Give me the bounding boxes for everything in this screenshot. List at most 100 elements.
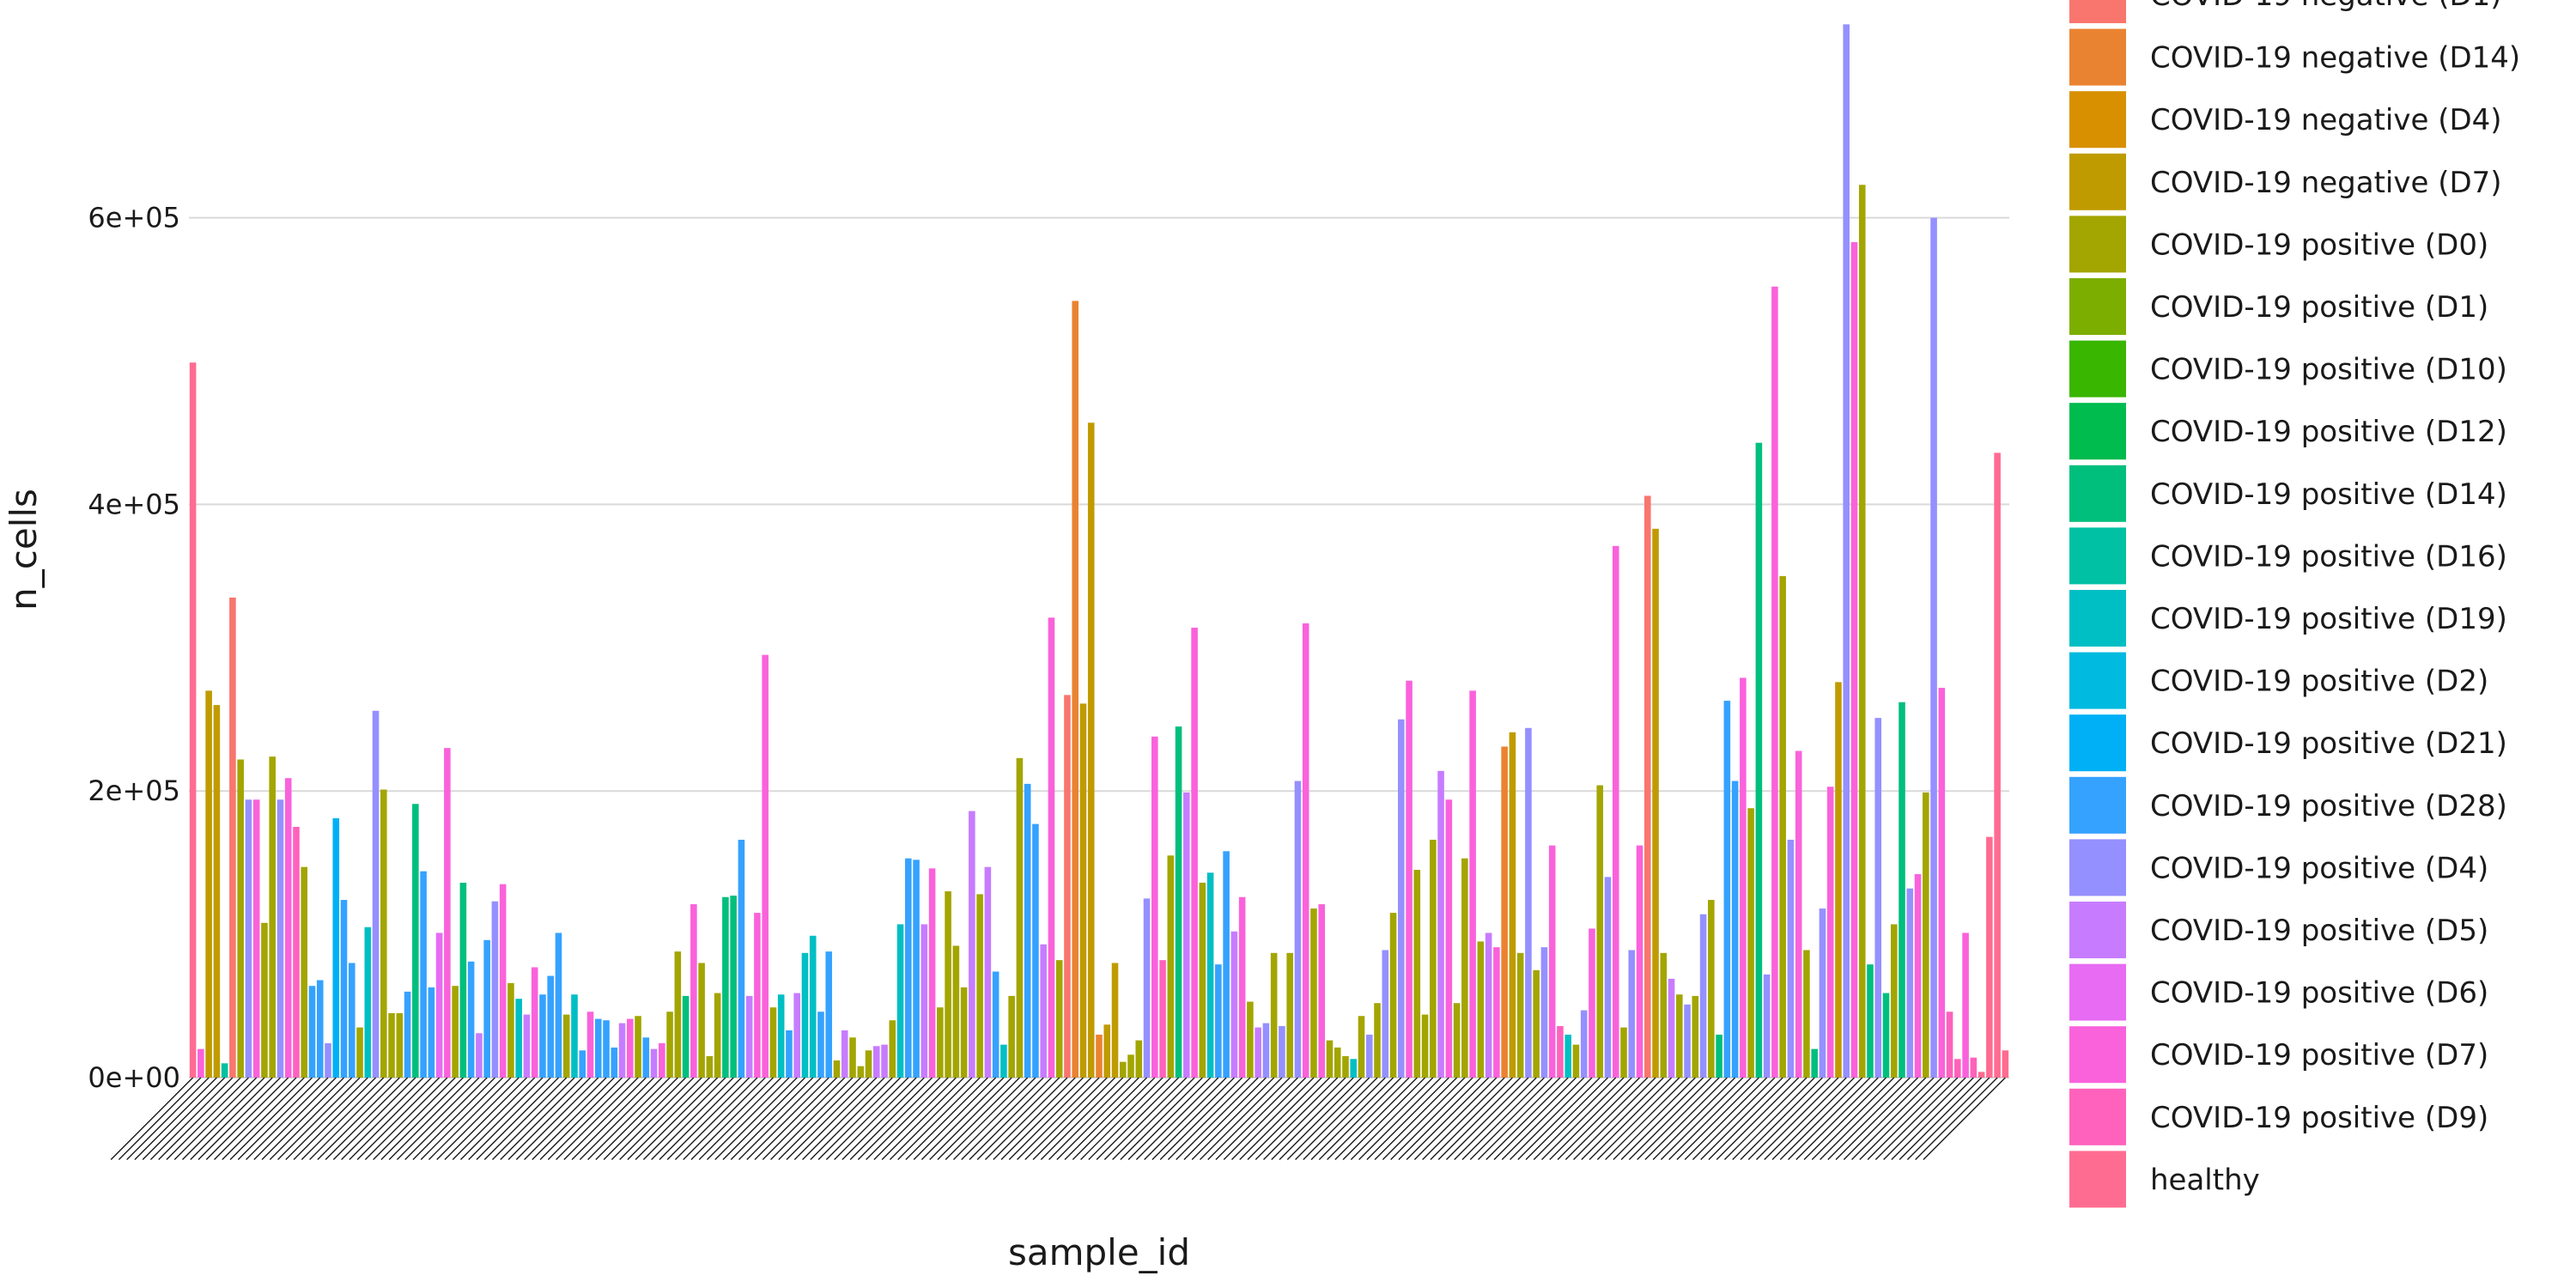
- x-tick-mark: [1096, 1077, 1180, 1160]
- bar: [1087, 422, 1095, 1078]
- bar: [1636, 845, 1643, 1078]
- x-tick-mark: [1788, 1077, 1871, 1160]
- bar: [515, 999, 522, 1078]
- legend-item: COVID-19 positive (D0): [2069, 216, 2488, 273]
- legend-swatch: [2069, 340, 2126, 398]
- x-tick-mark: [1327, 1077, 1410, 1160]
- bar: [1899, 702, 1905, 1078]
- x-tick-mark: [1637, 1077, 1720, 1160]
- x-tick-mark: [1072, 1077, 1156, 1160]
- x-tick-mark: [134, 1077, 217, 1160]
- x-tick-mark: [1771, 1077, 1855, 1160]
- x-tick-mark: [285, 1077, 368, 1160]
- y-tick-labels: 0e+00 2e+05 4e+05 6e+05: [88, 202, 180, 1094]
- bar: [1493, 947, 1500, 1078]
- bar: [841, 1030, 848, 1078]
- bar: [896, 924, 904, 1078]
- x-tick-mark: [1525, 1077, 1608, 1160]
- legend-swatch: [2069, 216, 2126, 273]
- x-tick-mark: [642, 1077, 726, 1160]
- x-tick-mark: [515, 1077, 599, 1160]
- bar: [1596, 785, 1604, 1078]
- bar: [1954, 1059, 1961, 1078]
- legend-label: COVID-19 negative (D7): [2150, 166, 2502, 200]
- x-tick-mark: [1223, 1077, 1307, 1160]
- x-tick-mark: [1032, 1077, 1116, 1160]
- legend: COVID-19 negative (D1) COVID-19 negative …: [2069, 0, 2520, 1208]
- legend-label: COVID-19 negative (D4): [2150, 103, 2502, 137]
- x-tick-mark: [905, 1077, 988, 1160]
- bar: [762, 654, 769, 1078]
- x-tick-mark: [197, 1077, 281, 1160]
- x-tick-mark: [1811, 1077, 1895, 1160]
- x-tick-mark: [190, 1077, 273, 1160]
- bar: [1557, 1025, 1564, 1078]
- bar: [1604, 877, 1612, 1078]
- legend-item: COVID-19 negative (D14): [2069, 28, 2520, 86]
- legend-item: COVID-19 negative (D7): [2069, 153, 2502, 210]
- x-tick-mark: [722, 1077, 805, 1160]
- bar: [325, 1042, 331, 1078]
- bar: [1763, 974, 1771, 1078]
- x-tick-mark: [1461, 1077, 1545, 1160]
- bar: [1994, 453, 2001, 1078]
- legend-item: COVID-19 positive (D6): [2069, 963, 2488, 1021]
- x-tick-mark: [404, 1077, 488, 1160]
- legend-swatch: [2069, 839, 2126, 896]
- bar: [642, 1037, 650, 1078]
- x-tick-mark: [1469, 1077, 1553, 1160]
- legend-label: COVID-19 positive (D16): [2150, 539, 2507, 574]
- x-tick-mark: [1700, 1077, 1783, 1160]
- x-tick-mark: [1589, 1077, 1673, 1160]
- x-tick-mark: [1247, 1077, 1330, 1160]
- bar: [1413, 870, 1421, 1078]
- x-tick-mark: [619, 1077, 702, 1160]
- x-tick-mark: [436, 1077, 519, 1160]
- x-tick-mark: [142, 1077, 226, 1160]
- x-tick-mark: [1620, 1077, 1704, 1160]
- x-tick-mark: [126, 1077, 210, 1160]
- x-tick-mark: [1064, 1077, 1148, 1160]
- x-tick-mark: [396, 1077, 480, 1160]
- x-tick-mark: [1740, 1077, 1823, 1160]
- bar: [769, 1007, 777, 1078]
- y-axis-title: n_cells: [3, 489, 45, 611]
- bar: [1923, 792, 1929, 1078]
- legend-swatch: [2069, 0, 2126, 23]
- x-tick-mark: [468, 1077, 551, 1160]
- x-tick-mark: [1342, 1077, 1426, 1160]
- bar: [261, 922, 268, 1078]
- bar: [1914, 874, 1922, 1078]
- legend-item: COVID-19 negative (D1): [2069, 0, 2502, 23]
- x-tick-mark: [1605, 1077, 1688, 1160]
- x-tick-mark: [793, 1077, 878, 1160]
- x-tick-mark: [1454, 1077, 1537, 1160]
- bar: [1318, 904, 1326, 1078]
- x-tick-mark: [269, 1077, 353, 1160]
- x-tick-mark: [110, 1077, 194, 1160]
- x-tick-mark: [802, 1077, 885, 1160]
- x-tick-mark: [388, 1077, 472, 1160]
- x-tick-mark: [635, 1077, 719, 1160]
- bar: [1620, 1027, 1627, 1078]
- bar: [1461, 858, 1468, 1078]
- x-tick-mark: [1334, 1077, 1418, 1160]
- x-tick-mark: [1112, 1077, 1195, 1160]
- x-tick-mark: [1477, 1077, 1561, 1160]
- bar: [1230, 931, 1238, 1078]
- legend-item: COVID-19 positive (D10): [2069, 340, 2507, 398]
- x-tick-mark: [841, 1077, 925, 1160]
- x-tick-mark: [913, 1077, 997, 1160]
- y-tick-label: 6e+05: [88, 202, 180, 234]
- x-tick-mark: [738, 1077, 822, 1160]
- bar: [1962, 933, 1969, 1078]
- bar: [491, 901, 499, 1078]
- legend-swatch: [2069, 465, 2126, 522]
- x-tick-mark: [1127, 1077, 1212, 1160]
- legend-item: COVID-19 positive (D5): [2069, 902, 2488, 958]
- bar: [1437, 770, 1444, 1078]
- x-tick-mark: [293, 1077, 377, 1160]
- x-tick-mark: [1851, 1077, 1935, 1160]
- bar: [213, 705, 221, 1078]
